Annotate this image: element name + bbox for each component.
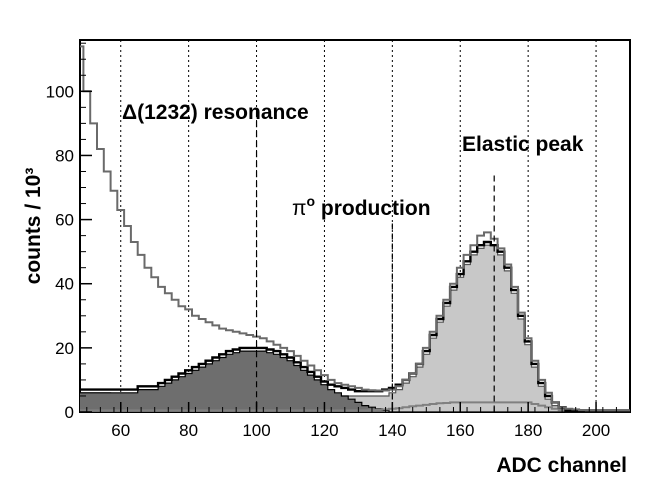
x-tick-label-120: 120 bbox=[310, 421, 338, 440]
y-tick-label-80: 80 bbox=[55, 146, 74, 165]
x-tick-label-160: 160 bbox=[446, 421, 474, 440]
annotation-2: Elastic peak bbox=[462, 133, 584, 156]
y-tick-label-40: 40 bbox=[55, 275, 74, 294]
series-fill-1 bbox=[80, 351, 630, 412]
y-tick-label-20: 20 bbox=[55, 339, 74, 358]
annotations: Δ(1232) resonance πo production Elastic pe… bbox=[122, 101, 584, 220]
annotation-1: πo production bbox=[292, 193, 431, 220]
series-fill-0 bbox=[80, 245, 630, 412]
series-line-4 bbox=[80, 45, 630, 412]
x-tick-label-100: 100 bbox=[242, 421, 270, 440]
x-tick-label-200: 200 bbox=[582, 421, 610, 440]
x-tick-label-60: 60 bbox=[111, 421, 130, 440]
axes: 60 80 100 120 140 160 180 200 0 20 40 60 80 100 bbox=[46, 42, 617, 440]
series-group bbox=[80, 45, 630, 413]
x-tick-label-180: 180 bbox=[514, 421, 542, 440]
series-line-2 bbox=[80, 401, 630, 412]
x-axis-title: ADC channel bbox=[496, 454, 627, 477]
y-tick-label-60: 60 bbox=[55, 211, 74, 230]
annotation-0: Δ(1232) resonance bbox=[122, 101, 309, 124]
x-tick-label-80: 80 bbox=[179, 421, 198, 440]
y-tick-label-0: 0 bbox=[65, 403, 74, 422]
y-tick-label-100: 100 bbox=[46, 82, 74, 101]
marker-lines bbox=[255, 111, 495, 412]
y-axis-title: counts / 10³ bbox=[22, 168, 45, 285]
plot-area: 60 80 100 120 140 160 180 200 0 20 40 60 80 100 bbox=[46, 39, 631, 440]
x-tick-label-140: 140 bbox=[378, 421, 406, 440]
plot-frame bbox=[79, 39, 631, 413]
series-outline-1 bbox=[80, 350, 630, 413]
